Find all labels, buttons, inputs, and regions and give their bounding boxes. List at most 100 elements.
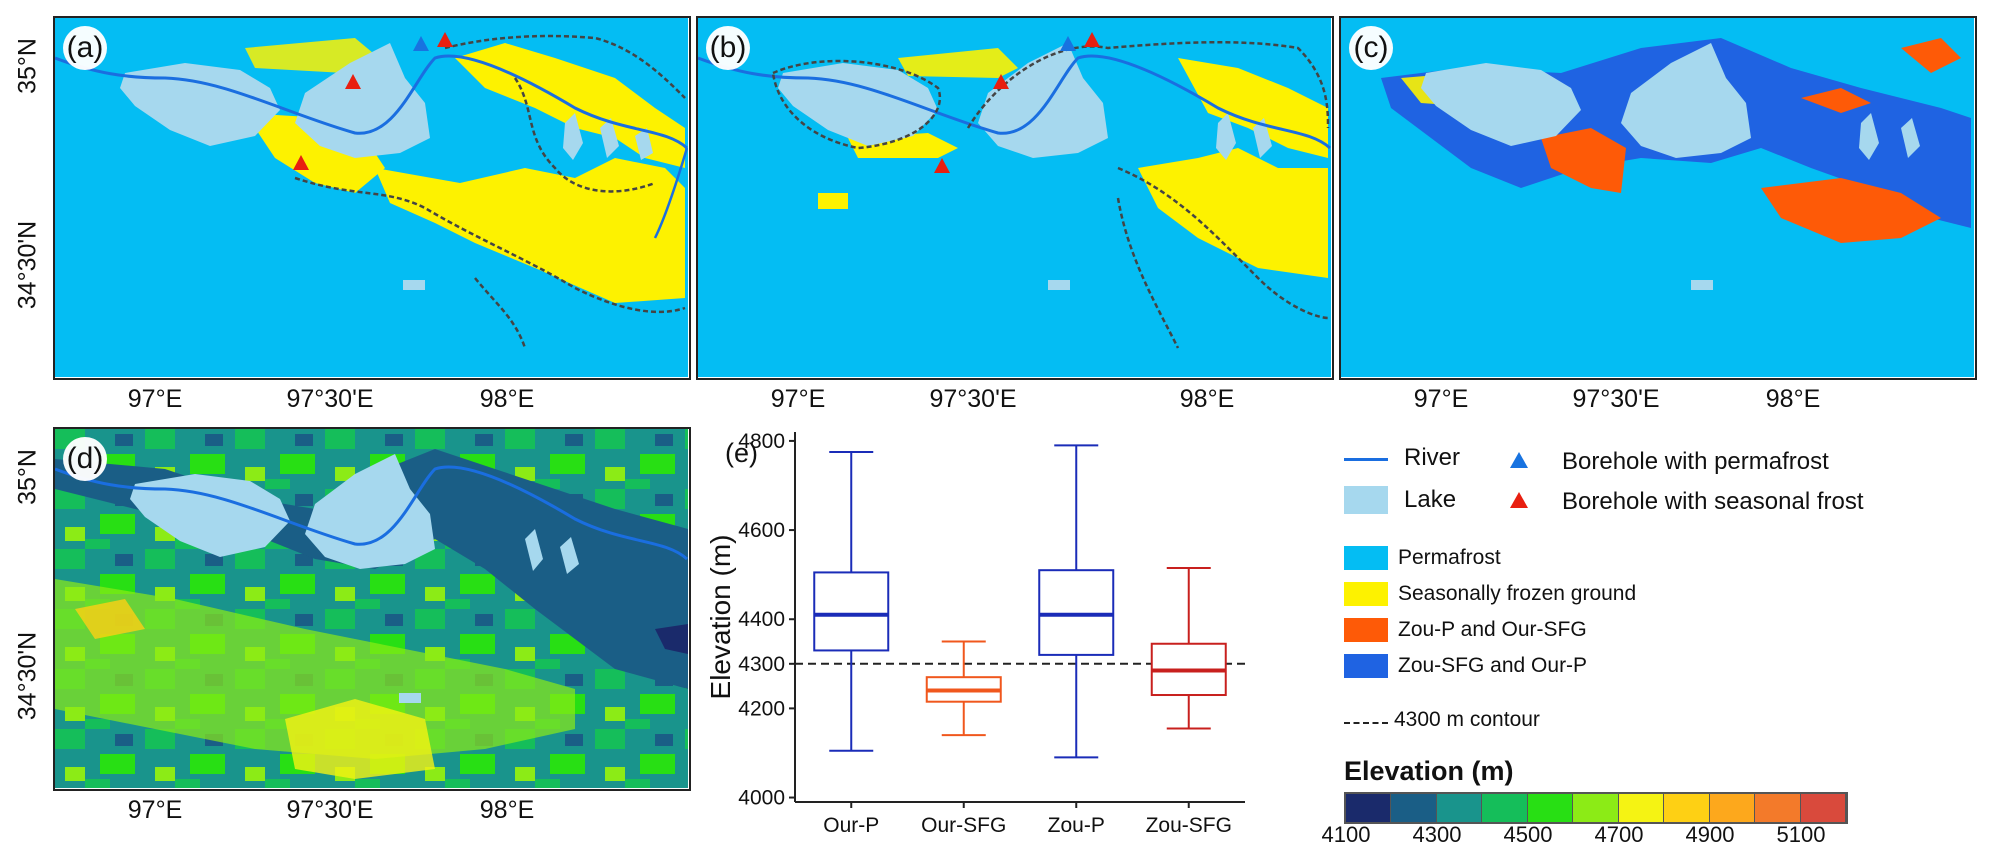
- seasonal-region: [1138, 148, 1328, 278]
- map-c-canvas: [1341, 18, 1974, 377]
- elevation-color-segment: [1527, 794, 1574, 822]
- elevation-color-bar: [1344, 792, 1848, 824]
- box-iqr: [1038, 569, 1115, 656]
- borehole-permafrost-marker: [413, 36, 429, 51]
- contour-4300: [966, 40, 1330, 129]
- elevation-color-segment: [1573, 794, 1619, 822]
- y-tick-label: 4800: [738, 430, 785, 453]
- lake: [1421, 63, 1581, 146]
- lake: [1859, 113, 1879, 160]
- legend: River Lake Borehole with permafrost Bore…: [1322, 430, 1980, 850]
- y-tick-label: 34°30'N: [13, 631, 42, 721]
- elevation-color-segment: [1391, 794, 1437, 822]
- zoup-oursfg-region: [1901, 38, 1961, 73]
- zoup-oursfg-region: [1541, 128, 1626, 193]
- zoup-oursfg-legend-swatch: [1344, 618, 1388, 642]
- borehole-permafrost-legend-icon: [1510, 452, 1528, 468]
- borehole-seasonal-marker: [1084, 32, 1100, 47]
- map-b-canvas: [698, 18, 1331, 377]
- x-tick-label: 97°E: [127, 796, 183, 824]
- y-tick-label: 4600: [738, 519, 785, 542]
- zousfg-ourp-legend-label: Zou-SFG and Our-P: [1398, 654, 1588, 677]
- lake: [560, 537, 579, 574]
- lake: [1621, 43, 1751, 158]
- x-tick-label: 97°E: [1413, 385, 1469, 413]
- lake: [120, 63, 280, 146]
- lake: [305, 454, 435, 569]
- map-panel-a: (a): [53, 16, 691, 380]
- elevation-color-segment: [1346, 794, 1392, 822]
- contour-4300: [1117, 166, 1329, 320]
- zousfg-ourp-legend-swatch: [1344, 654, 1388, 678]
- x-tick-label: 98°E: [1179, 385, 1235, 413]
- y-tick-label: 35°N: [13, 449, 42, 505]
- elevation-color-segment: [1618, 794, 1665, 822]
- borehole-seasonal-marker: [437, 32, 453, 47]
- lake: [778, 63, 938, 146]
- x-tick-label: 97°30'E: [1572, 385, 1660, 413]
- contour-4300: [771, 59, 941, 150]
- contour-4300: [513, 77, 656, 193]
- seasonal-legend-label: Seasonally frozen ground: [1398, 582, 1637, 605]
- elevation-color-segment: [1755, 794, 1801, 822]
- x-tick-label: Our-SFG: [921, 814, 1006, 837]
- map-a-canvas: [55, 18, 688, 377]
- lake-legend-label: Lake: [1404, 486, 1457, 513]
- river-legend-label: River: [1404, 444, 1461, 471]
- lake: [1901, 118, 1920, 158]
- elevation-color-segment: [1709, 794, 1756, 822]
- lake: [635, 128, 653, 160]
- x-tick-label: 97°E: [127, 385, 183, 413]
- contour-4300: [474, 277, 527, 349]
- lake: [403, 280, 425, 290]
- zoup-oursfg-region: [1761, 178, 1941, 243]
- seasonal-region: [898, 48, 1018, 78]
- lake: [1691, 280, 1713, 290]
- borehole-permafrost-marker: [1060, 36, 1076, 51]
- box-iqr: [813, 571, 890, 652]
- elevation-scale-tick: 5100: [1776, 822, 1826, 847]
- lake: [1216, 113, 1236, 160]
- lake: [978, 43, 1108, 158]
- panel-label-d: (d): [63, 437, 107, 481]
- lake: [399, 693, 421, 703]
- y-tick-label: 4200: [738, 697, 785, 720]
- zoup-oursfg-region: [1801, 88, 1871, 113]
- borehole-seasonal-marker: [293, 155, 309, 170]
- elevation-scale-title: Elevation (m): [1344, 756, 1514, 786]
- permafrost-legend-label: Permafrost: [1398, 546, 1501, 569]
- borehole-permafrost-legend-label: Borehole with permafrost: [1562, 448, 1829, 475]
- contour-4300: [1116, 197, 1180, 349]
- lake: [1253, 118, 1272, 158]
- borehole-seasonal-legend-icon: [1510, 492, 1528, 508]
- y-tick-label: 34°30'N: [13, 220, 42, 310]
- river: [55, 465, 688, 561]
- boxplot-panel-e: 4000 4200 4300 4400 4600 4800 Elevation (m) Our…: [700, 420, 1260, 840]
- lake: [563, 113, 583, 160]
- panel-label-b: (b): [706, 26, 750, 70]
- seasonal-region: [375, 158, 685, 303]
- contour-4300: [444, 34, 686, 99]
- seasonal-legend-swatch: [1344, 582, 1388, 606]
- seasonal-region: [818, 193, 848, 209]
- y-tick-label: 4000: [738, 787, 785, 810]
- zoup-oursfg-legend-label: Zou-P and Our-SFG: [1398, 618, 1587, 641]
- x-tick-label: Zou-SFG: [1146, 814, 1232, 837]
- elevation-color-segment: [1664, 794, 1710, 822]
- map-d-canvas: [55, 429, 688, 788]
- lowest-elevation-patch: [655, 624, 688, 654]
- lake: [1048, 280, 1070, 290]
- panel-label-a: (a): [63, 26, 107, 70]
- boxplot-chart: 4000 4200 4300 4400 4600 4800 Elevation (m) Our…: [705, 430, 1245, 837]
- river-legend-line: [1344, 458, 1388, 461]
- x-tick-label: 97°30'E: [286, 385, 374, 413]
- high-elevation-band: [285, 699, 435, 779]
- seasonal-region: [1178, 58, 1328, 158]
- elevation-color-segment: [1436, 794, 1483, 822]
- elevation-scale-tick: 4500: [1503, 822, 1553, 847]
- y-tick-label: 4300: [738, 653, 785, 676]
- x-tick-label: 98°E: [479, 796, 535, 824]
- high-elevation-band: [55, 579, 575, 759]
- elevation-scale-tick: 4900: [1685, 822, 1735, 847]
- x-tick-label: Our-P: [823, 814, 879, 837]
